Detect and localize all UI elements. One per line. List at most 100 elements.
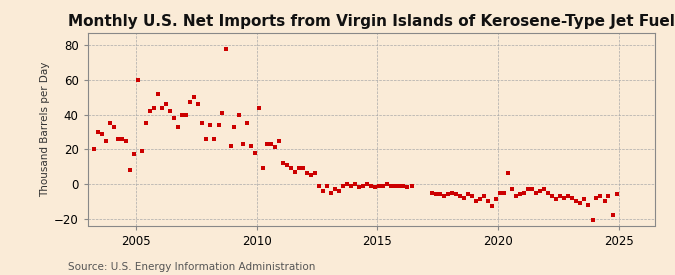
Point [165, 109, 176, 113]
Point [378, 183, 389, 188]
Point [567, 196, 578, 200]
Point [173, 125, 184, 129]
Point [342, 182, 352, 186]
Point [551, 197, 562, 202]
Point [406, 183, 417, 188]
Point [398, 183, 409, 188]
Point [559, 196, 570, 200]
Point [599, 199, 610, 204]
Point [607, 213, 618, 217]
Point [225, 144, 236, 148]
Point [547, 194, 558, 198]
Point [426, 190, 437, 195]
Point [298, 166, 308, 170]
Point [181, 112, 192, 117]
Point [535, 189, 545, 193]
Point [506, 187, 517, 191]
Point [366, 183, 377, 188]
Point [370, 185, 381, 189]
Point [495, 190, 506, 195]
Point [450, 192, 461, 196]
Point [213, 123, 224, 127]
Point [458, 196, 469, 200]
Point [612, 192, 622, 196]
Point [499, 190, 510, 195]
Point [503, 171, 514, 176]
Point [374, 183, 385, 188]
Point [362, 182, 373, 186]
Point [571, 199, 582, 204]
Point [136, 149, 147, 153]
Point [394, 183, 405, 188]
Point [325, 190, 336, 195]
Point [132, 78, 143, 82]
Point [148, 105, 159, 110]
Text: Source: U.S. Energy Information Administration: Source: U.S. Energy Information Administ… [68, 262, 315, 272]
Point [101, 138, 111, 143]
Point [470, 199, 481, 204]
Point [277, 161, 288, 165]
Point [587, 218, 598, 222]
Point [241, 121, 252, 125]
Point [487, 204, 497, 209]
Point [265, 142, 276, 146]
Point [333, 189, 344, 193]
Point [185, 100, 196, 104]
Point [386, 183, 397, 188]
Point [322, 183, 333, 188]
Point [269, 145, 280, 150]
Point [233, 112, 244, 117]
Point [253, 105, 264, 110]
Point [350, 182, 360, 186]
Point [603, 194, 614, 198]
Point [329, 187, 340, 191]
Point [430, 192, 441, 196]
Point [591, 196, 601, 200]
Point [221, 46, 232, 51]
Point [446, 190, 457, 195]
Point [479, 194, 489, 198]
Point [105, 121, 115, 125]
Point [483, 199, 493, 204]
Point [161, 102, 171, 106]
Point [491, 197, 502, 202]
Point [442, 192, 453, 196]
Point [466, 194, 477, 198]
Point [294, 166, 304, 170]
Point [575, 201, 586, 205]
Point [510, 194, 521, 198]
Point [201, 137, 212, 141]
Point [358, 183, 369, 188]
Point [346, 183, 356, 188]
Point [97, 131, 107, 136]
Point [390, 183, 401, 188]
Point [249, 150, 260, 155]
Point [539, 187, 549, 191]
Point [273, 138, 284, 143]
Point [354, 185, 364, 189]
Point [290, 170, 300, 174]
Point [338, 183, 348, 188]
Point [113, 137, 124, 141]
Point [153, 92, 163, 96]
Point [217, 111, 227, 115]
Point [302, 171, 313, 176]
Point [109, 125, 119, 129]
Y-axis label: Thousand Barrels per Day: Thousand Barrels per Day [40, 62, 50, 197]
Point [310, 171, 321, 176]
Point [209, 137, 220, 141]
Point [475, 197, 485, 202]
Point [526, 187, 537, 191]
Point [229, 125, 240, 129]
Point [382, 182, 393, 186]
Point [318, 189, 329, 193]
Point [144, 109, 155, 113]
Point [543, 190, 554, 195]
Point [438, 194, 449, 198]
Title: Monthly U.S. Net Imports from Virgin Islands of Kerosene-Type Jet Fuel: Monthly U.S. Net Imports from Virgin Isl… [68, 14, 675, 29]
Point [169, 116, 180, 120]
Point [129, 152, 140, 156]
Point [402, 185, 413, 189]
Point [257, 166, 268, 170]
Point [286, 166, 296, 170]
